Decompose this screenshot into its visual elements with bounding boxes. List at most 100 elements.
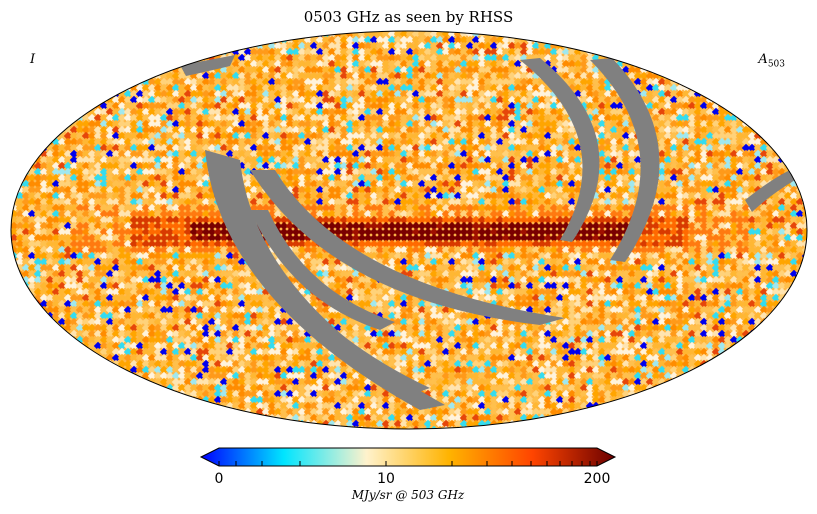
map-pixel <box>471 65 481 75</box>
map-pixel <box>333 53 343 63</box>
map-pixel <box>273 65 283 75</box>
map-pixel <box>405 31 415 39</box>
map-pixel <box>327 41 337 51</box>
map-pixel <box>411 41 421 51</box>
map-pixel <box>339 65 349 75</box>
map-pixel <box>489 53 499 63</box>
map-pixel <box>309 47 319 57</box>
map-pixel <box>447 65 457 75</box>
map-pixel <box>447 35 457 45</box>
map-pixel <box>459 35 469 45</box>
map-pixel <box>303 41 313 51</box>
map-pixel <box>399 31 409 39</box>
map-pixel <box>333 65 343 75</box>
map-pixel <box>411 47 421 57</box>
map-pixel <box>471 41 481 51</box>
map-pixel <box>249 71 259 81</box>
map-pixel <box>441 47 451 57</box>
map-pixel <box>261 59 271 69</box>
map-pixel <box>201 71 211 81</box>
map-pixel <box>303 53 313 63</box>
map-pixel <box>267 65 277 75</box>
map-pixel <box>393 47 403 57</box>
map-pixel <box>417 59 427 69</box>
map-pixel <box>237 53 247 63</box>
map-pixel <box>285 53 295 63</box>
map-pixel <box>285 65 295 75</box>
map-pixel <box>231 65 241 75</box>
map-pixel <box>291 71 301 81</box>
map-pixel <box>375 59 385 69</box>
map-pixel <box>243 47 253 57</box>
map-pixel <box>345 35 355 45</box>
map-pixel <box>423 41 433 51</box>
map-pixel <box>423 31 433 39</box>
map-pixel <box>291 59 301 69</box>
map-pixel <box>363 47 373 57</box>
map-pixel <box>321 35 331 45</box>
map-pixel <box>399 59 409 69</box>
map-pixel <box>381 35 391 45</box>
map-pixel <box>321 41 331 51</box>
map-pixel <box>429 41 439 51</box>
map-pixel <box>309 35 319 45</box>
map-pixel <box>303 65 313 75</box>
map-pixel <box>465 47 475 57</box>
map-pixel <box>255 71 265 81</box>
map-pixel <box>423 47 433 57</box>
map-pixel <box>489 35 499 45</box>
map-pixel <box>417 35 427 45</box>
map-pixel <box>315 65 325 75</box>
map-pixel <box>405 41 415 51</box>
map-pixel <box>273 71 283 81</box>
map-pixel <box>279 53 289 63</box>
map-pixel <box>423 53 433 63</box>
map-pixel <box>375 53 385 63</box>
map-pixel <box>357 47 367 57</box>
map-pixel <box>165 71 175 81</box>
map-pixel <box>303 47 313 57</box>
map-pixel <box>249 65 259 75</box>
map-pixel <box>387 41 397 51</box>
map-pixel <box>405 65 415 75</box>
map-pixel <box>363 41 373 51</box>
map-pixel <box>231 71 241 81</box>
map-pixel <box>465 59 475 69</box>
map-pixel <box>255 47 265 57</box>
map-pixel <box>237 65 247 75</box>
map-pixel <box>417 41 427 51</box>
map-pixel <box>387 59 397 69</box>
map-pixel <box>483 59 493 69</box>
map-pixel <box>483 53 493 63</box>
map-pixel <box>465 35 475 45</box>
map-pixel <box>333 59 343 69</box>
map-pixel <box>405 35 415 45</box>
map-pixel <box>387 31 397 39</box>
map-pixel <box>495 35 505 45</box>
map-pixel <box>315 47 325 57</box>
map-pixel <box>399 53 409 63</box>
map-pixel <box>309 65 319 75</box>
map-label-base: A <box>758 52 768 67</box>
map-pixel <box>441 59 451 69</box>
map-pixel <box>465 53 475 63</box>
map-pixel <box>267 47 277 57</box>
map-pixel <box>375 65 385 75</box>
map-pixel <box>303 71 313 81</box>
map-pixel <box>453 47 463 57</box>
map-pixel <box>363 53 373 63</box>
map-pixel <box>435 65 445 75</box>
map-pixel <box>471 35 481 45</box>
map-pixel <box>351 53 361 63</box>
map-pixel <box>171 71 181 81</box>
map-pixel <box>399 65 409 75</box>
map-pixel <box>237 71 247 81</box>
map-pixel <box>369 59 379 69</box>
map-pixel <box>273 53 283 63</box>
map-pixel <box>483 35 493 45</box>
map-pixel <box>321 59 331 69</box>
map-pixel <box>459 41 469 51</box>
map-pixel <box>369 65 379 75</box>
map-pixel <box>357 59 367 69</box>
map-pixel <box>387 35 397 45</box>
